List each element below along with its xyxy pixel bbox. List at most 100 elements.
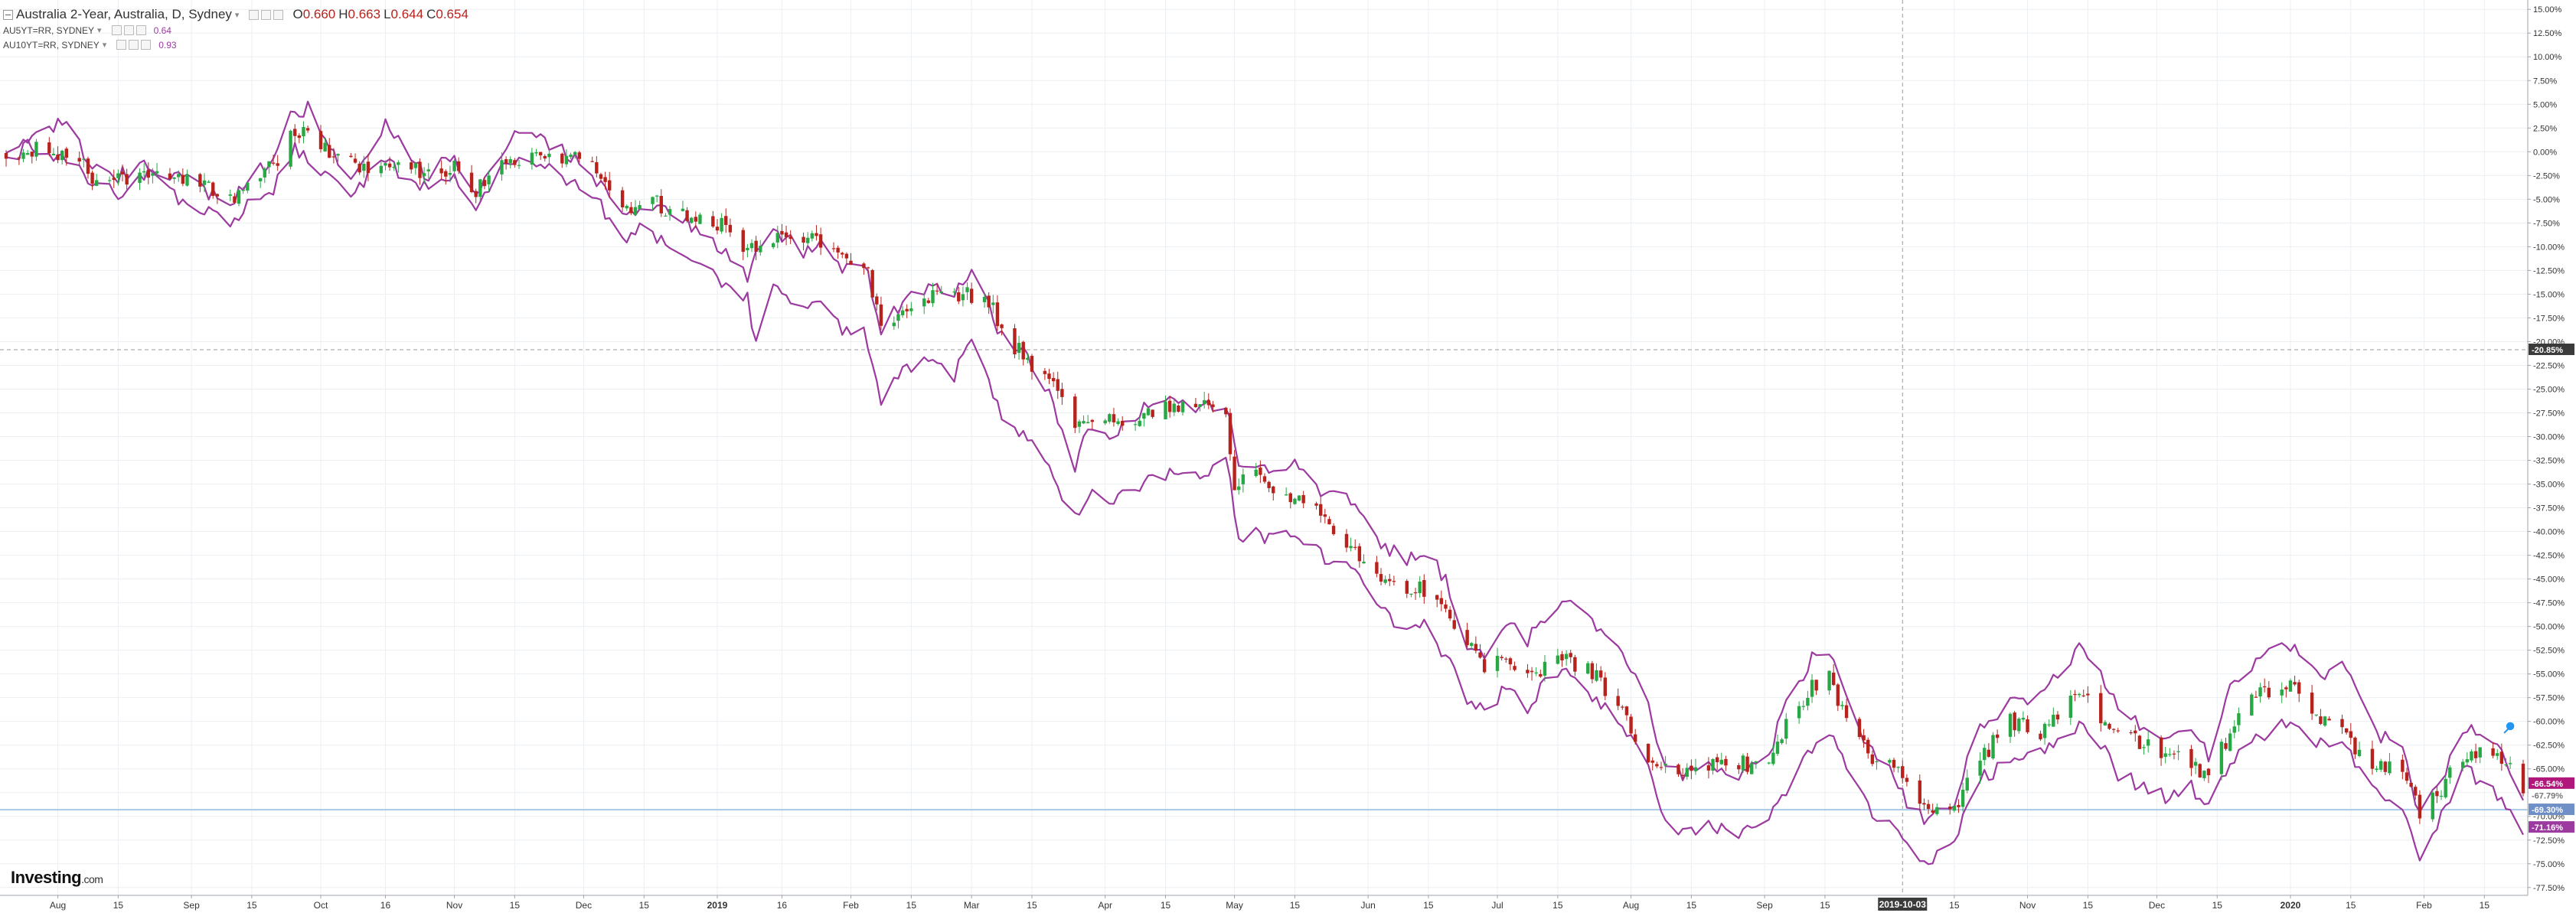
candle-body: [849, 260, 853, 266]
candle-body: [60, 150, 64, 161]
candle-body: [1474, 644, 1478, 651]
x-tick-label: Feb: [843, 900, 859, 911]
candle-body: [1500, 657, 1503, 659]
candle-body: [590, 161, 594, 162]
candle-body: [142, 171, 146, 173]
candle-body: [728, 224, 733, 233]
candle-body: [21, 152, 25, 159]
candle-body: [1323, 514, 1327, 517]
x-tick-label: Oct: [314, 900, 328, 911]
candle-body: [1103, 420, 1107, 424]
candle-body: [1082, 421, 1086, 424]
gear-icon[interactable]: [129, 40, 139, 50]
eye-icon[interactable]: [111, 25, 122, 35]
close-icon[interactable]: [141, 40, 152, 50]
candle-body: [318, 131, 323, 150]
candle-body: [1646, 744, 1650, 763]
x-axis[interactable]: Aug 15 Sep 15 Oct 16 Nov 15 Dec 15 2019 16 Feb 15 Mar 1…: [0, 895, 2528, 911]
candle-body: [905, 308, 909, 311]
y-axis[interactable]: 15.00% 12.50% 10.00% 7.50% 5.00% 2.50% 0.00% -2…: [2527, 0, 2565, 895]
chart-title[interactable]: Australia 2-Year, Australia, D, Sydney: [16, 7, 232, 21]
candle-body: [1362, 562, 1366, 564]
candle-body: [2375, 768, 2378, 771]
y-tick-label: 15.00%: [2533, 5, 2562, 15]
candle-body: [1978, 761, 1982, 776]
y-tick-label: -22.50%: [2533, 361, 2565, 370]
candle-body: [185, 174, 189, 186]
candle-body: [2340, 719, 2344, 728]
candle-body: [1715, 757, 1719, 763]
candle-body: [1409, 593, 1413, 595]
candle-body: [1026, 357, 1030, 360]
candle-body: [2258, 687, 2262, 697]
candle-body: [2111, 729, 2116, 730]
x-tick-label: Nov: [2019, 900, 2036, 911]
candle-body: [991, 302, 995, 305]
chevron-down-icon[interactable]: ▾: [102, 41, 107, 50]
candle-body: [759, 246, 762, 253]
candle-body: [302, 126, 305, 137]
candle-body: [1043, 370, 1047, 374]
candle-body: [2073, 693, 2077, 696]
x-tick-label: 15: [1027, 900, 1037, 911]
candle-body: [1771, 752, 1775, 764]
indicator-row-5y: AU5YT=RR, SYDNEY ▾ 0.64: [3, 23, 469, 37]
candle-body: [1685, 768, 1689, 777]
candle-body: [1590, 663, 1595, 680]
candle-body: [2344, 728, 2349, 733]
candle-body: [1866, 739, 1870, 754]
candle-body: [1693, 767, 1698, 771]
indicator-name[interactable]: AU5YT=RR, SYDNEY: [3, 24, 95, 36]
candle-body: [841, 253, 844, 255]
candle-body: [1056, 379, 1059, 391]
candle-body: [603, 177, 607, 182]
candle-body: [1655, 764, 1659, 767]
chevron-down-icon[interactable]: ▾: [234, 10, 240, 20]
gear-icon[interactable]: [261, 9, 272, 20]
candle-body: [2193, 761, 2198, 766]
close-icon[interactable]: [273, 9, 284, 20]
collapse-legend-button[interactable]: [3, 9, 13, 20]
candle-body: [1888, 760, 1892, 763]
x-tick-label: 15: [2346, 900, 2356, 911]
candle-body: [2189, 748, 2193, 768]
candle-body: [870, 269, 874, 298]
candle-body: [211, 182, 215, 196]
candle-body: [1013, 328, 1017, 354]
candle-body: [2405, 772, 2409, 781]
chevron-down-icon[interactable]: ▾: [97, 26, 102, 35]
candle-body: [1138, 420, 1141, 426]
candle-body: [1146, 408, 1151, 416]
eye-icon[interactable]: [116, 40, 127, 50]
y-tick-label: -30.00%: [2533, 432, 2565, 442]
candle-body: [2280, 689, 2284, 696]
x-tick-label: 16: [380, 900, 391, 911]
candle-body: [577, 152, 582, 159]
candle-body: [2086, 693, 2090, 696]
candle-body: [456, 161, 461, 171]
candle-body: [207, 181, 211, 183]
candle-body: [413, 163, 418, 168]
x-tick-label: 15: [1161, 900, 1171, 911]
close-icon[interactable]: [135, 25, 146, 35]
candle-body: [349, 155, 353, 158]
candle-body: [1060, 389, 1064, 397]
x-tick-label: 15: [1423, 900, 1434, 911]
indicator-name[interactable]: AU10YT=RR, SYDNEY: [3, 39, 100, 51]
candle-body: [715, 227, 720, 231]
candle-body: [775, 233, 779, 243]
indicator-row-10y: AU10YT=RR, SYDNEY ▾ 0.93: [3, 37, 469, 52]
candle-body: [844, 253, 849, 259]
y-tick-label: -57.50%: [2533, 694, 2565, 703]
last-value-label: -67.79%: [2532, 791, 2563, 800]
y-tick-label: -72.50%: [2533, 836, 2565, 846]
low-label: L: [384, 7, 391, 21]
candle-body: [547, 153, 551, 158]
gear-icon[interactable]: [123, 25, 134, 35]
candle-body: [2401, 759, 2405, 772]
candle-body: [1284, 494, 1288, 496]
eye-icon[interactable]: [249, 9, 260, 20]
candle-body: [1983, 748, 1987, 761]
candle-body: [2055, 714, 2060, 720]
